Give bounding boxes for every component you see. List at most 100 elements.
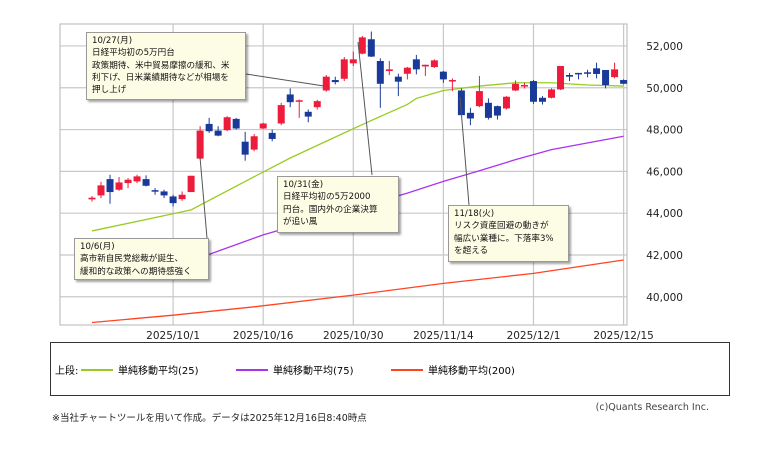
- annotation-line: 日経平均初の5万円台: [92, 48, 175, 59]
- candle-body: [602, 69, 610, 86]
- candle-body: [295, 100, 303, 102]
- candle-body: [385, 69, 393, 72]
- annotation-line: 高市新自民党総裁が誕生、: [80, 254, 184, 265]
- annotation-leader-line: [357, 41, 373, 176]
- candle-body: [313, 101, 321, 108]
- annotation-2025-10-27: 10/27(月) 日経平均初の5万円台 政策期待、米中貿易摩擦の緩和、米 利下げ、日米…: [86, 32, 246, 100]
- candle-body: [268, 132, 276, 139]
- candle-body: [259, 123, 267, 129]
- candle-body: [566, 75, 574, 77]
- legend: 上段: 単純移動平均(25) 単純移動平均(75) 単純移動平均(200): [50, 342, 730, 396]
- annotation-leader-line: [245, 73, 325, 87]
- candle-body: [493, 106, 501, 116]
- candle-body: [214, 130, 222, 136]
- candle-body: [611, 69, 619, 78]
- annotation-line: が追い風: [283, 216, 318, 227]
- legend-swatch: [81, 368, 113, 371]
- candle-body: [124, 179, 132, 184]
- candle-body: [349, 59, 357, 64]
- annotation-line: 政策期待、米中貿易摩擦の緩和、米: [92, 60, 230, 71]
- candle-body: [376, 60, 384, 84]
- candle-body: [367, 39, 375, 57]
- annotation-leader-line: [199, 156, 208, 239]
- x-tick-label: 2025/10/1: [146, 330, 200, 340]
- candle-body: [439, 71, 447, 80]
- candle-body: [394, 76, 402, 82]
- candle-body: [160, 191, 168, 196]
- annotation-line: 11/18(火): [454, 209, 495, 219]
- candle-body: [151, 190, 159, 192]
- candle-body: [97, 185, 105, 196]
- candle-body: [466, 112, 474, 119]
- legend-swatch: [391, 368, 423, 371]
- legend-label: 単純移動平均(75): [273, 366, 354, 377]
- legend-item-ma75: 単純移動平均(75): [236, 362, 354, 377]
- annotation-line: 10/6(月): [80, 242, 115, 252]
- candle-body: [584, 72, 592, 74]
- candle-body: [304, 111, 312, 117]
- annotation-line: 10/31(金): [283, 180, 324, 190]
- annotation-line: 利下げ、日米業績期待などが相場を: [92, 72, 229, 83]
- y-tick-label: 40,000: [646, 292, 683, 304]
- footer-note: ※当社チャートツールを用いて作成。データは2025年12月16日8:40時点: [52, 413, 367, 424]
- candle-body: [178, 194, 186, 200]
- ma200-line: [91, 259, 624, 324]
- candle-body: [232, 118, 240, 129]
- x-tick-label: 2025/12/1: [507, 330, 561, 340]
- plot-border: [59, 23, 628, 326]
- copyright: (c)Quants Research Inc.: [595, 402, 709, 413]
- candle-body: [358, 37, 366, 54]
- candle-body: [322, 76, 330, 91]
- candle-body: [142, 179, 150, 186]
- y-tick-label: 44,000: [646, 208, 683, 220]
- y-tick-label: 48,000: [646, 125, 683, 137]
- candle-body: [187, 175, 195, 193]
- legend-item-ma200: 単純移動平均(200): [391, 362, 515, 377]
- annotation-line: 円台。国内外の企業決算: [283, 204, 378, 215]
- candle-body: [557, 66, 565, 90]
- candle-body: [520, 85, 528, 87]
- annotation-2025-10-06: 10/6(月) 高市新自民党総裁が誕生、 緩和的な政策への期待感強く: [74, 238, 209, 280]
- annotation-line: 幅広い業種に。下落率3%: [454, 233, 554, 244]
- legend-item-ma25: 単純移動平均(25): [81, 362, 199, 377]
- candle-body: [340, 59, 348, 79]
- candle-body: [412, 59, 420, 70]
- candle-body: [430, 60, 438, 68]
- candle-body: [484, 102, 492, 118]
- candle-body: [593, 68, 601, 74]
- y-tick-label: 50,000: [646, 83, 683, 95]
- candle-body: [511, 83, 519, 91]
- candle-body: [241, 141, 249, 155]
- y-tick-label: 52,000: [646, 41, 683, 53]
- legend-label: 単純移動平均(200): [428, 366, 515, 377]
- y-tick-label: 46,000: [646, 166, 683, 178]
- annotation-line: を超える: [454, 245, 489, 256]
- candle-body: [575, 72, 583, 75]
- candle-body: [223, 117, 231, 131]
- candle-body: [133, 176, 141, 182]
- candle-body: [548, 89, 556, 98]
- y-tick-label: 42,000: [646, 250, 683, 262]
- candle-body: [250, 136, 258, 150]
- candle-body: [88, 197, 96, 200]
- candle-body: [331, 80, 339, 83]
- annotation-2025-11-18: 11/18(火) リスク資産回避の動きが 幅広い業種に。下落率3% を超える: [448, 205, 569, 262]
- annotation-line: リスク資産回避の動きが: [454, 221, 549, 232]
- candle-body: [106, 179, 114, 193]
- candle-body: [448, 80, 456, 82]
- annotation-leader-line: [459, 96, 470, 206]
- candle-body: [502, 96, 510, 109]
- candle-body: [620, 80, 628, 84]
- candle-body: [196, 130, 204, 159]
- candle-body: [475, 91, 483, 107]
- x-tick-label: 2025/10/16: [233, 330, 294, 340]
- candle-body: [115, 182, 123, 190]
- candle-body: [286, 94, 294, 103]
- candle-body: [421, 64, 429, 67]
- x-tick-label: 2025/12/15: [593, 330, 654, 340]
- annotation-line: 日経平均初の5万2000: [283, 192, 371, 203]
- candle-body: [277, 105, 285, 124]
- candle-body: [403, 67, 411, 74]
- ma25-line: [91, 82, 624, 232]
- candle-body: [539, 97, 546, 102]
